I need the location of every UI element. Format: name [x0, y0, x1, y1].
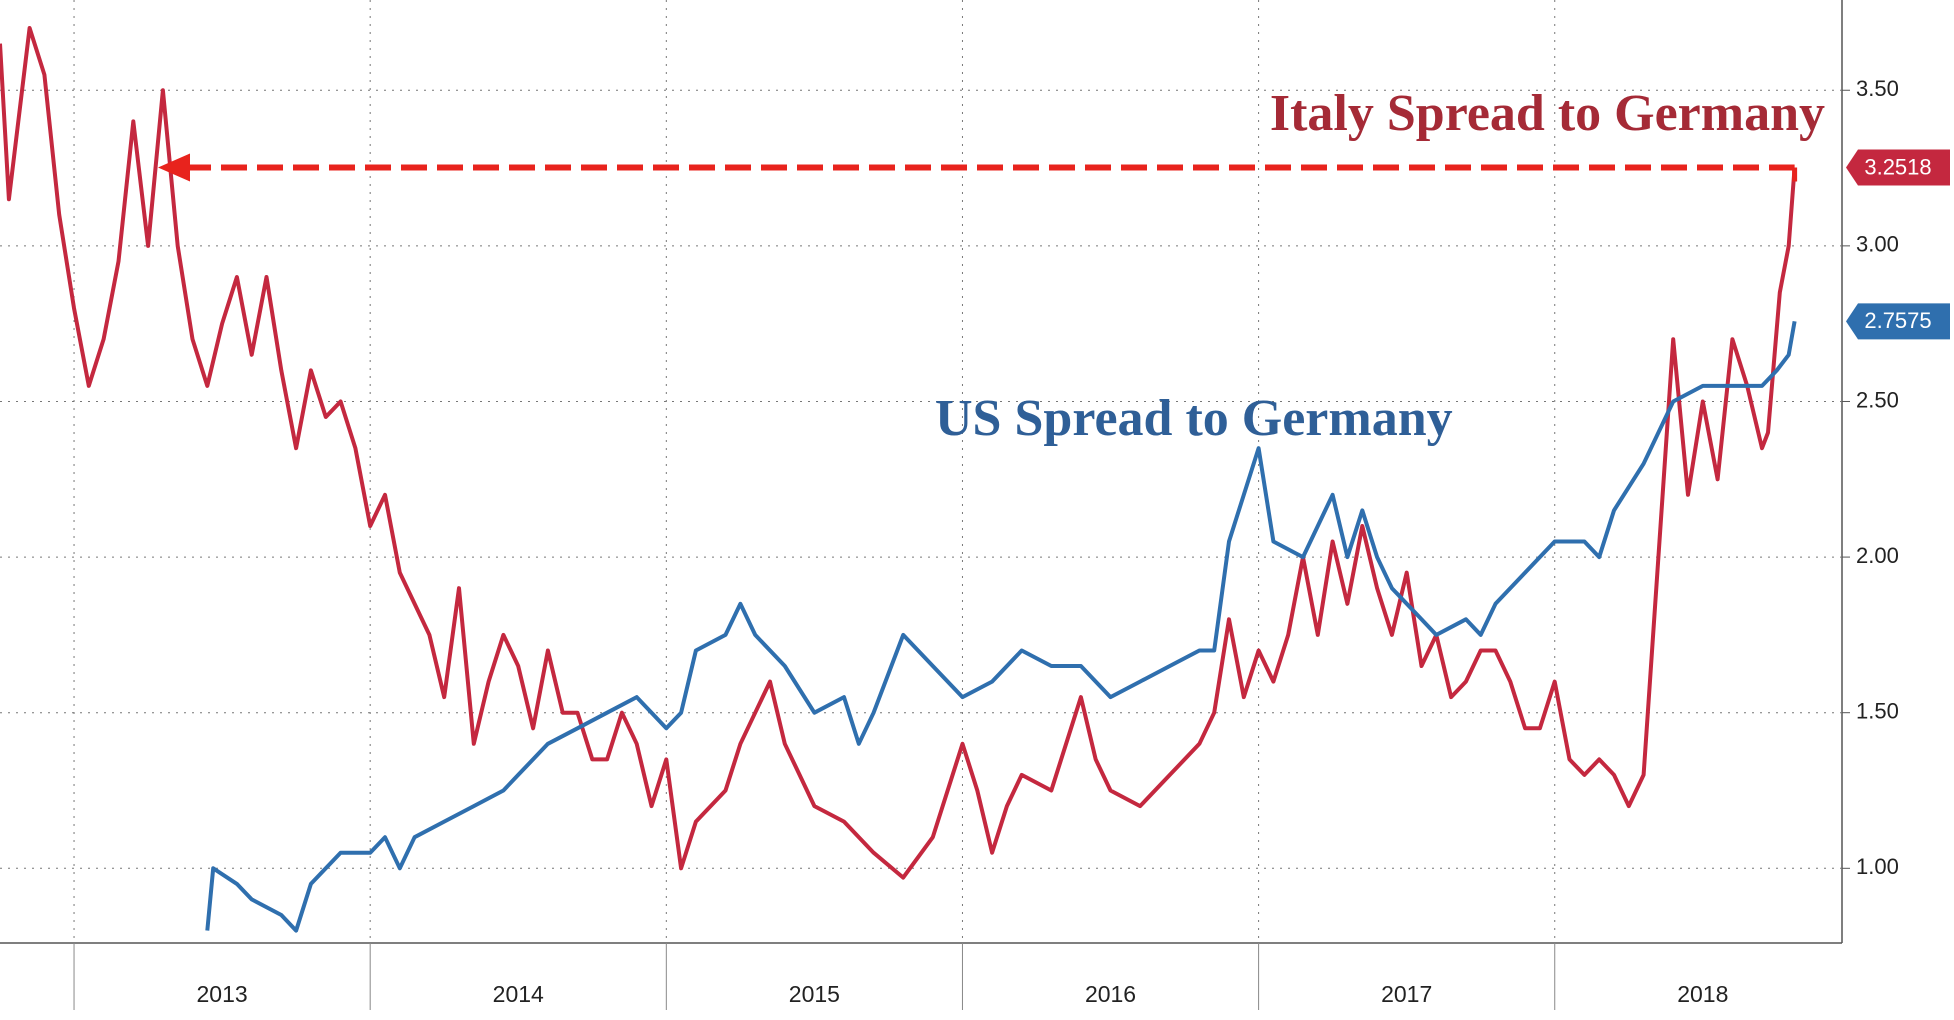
- x-tick-label: 2016: [1085, 981, 1136, 1007]
- series-line: [205, 320, 1797, 933]
- y-tick-label: 3.00: [1856, 232, 1899, 257]
- value-tag: [1846, 149, 1950, 186]
- y-tick-label: 2.50: [1856, 387, 1899, 412]
- value-tag: [1846, 303, 1950, 340]
- arrow-head: [158, 153, 190, 182]
- y-tick-label: 1.00: [1856, 854, 1899, 879]
- y-tick-label: 1.50: [1856, 699, 1899, 724]
- x-tick-label: 2017: [1381, 981, 1432, 1007]
- x-tick-label: 2013: [197, 981, 248, 1007]
- x-tick-label: 2018: [1677, 981, 1728, 1007]
- series-annotation: Italy Spread to Germany: [1270, 85, 1825, 142]
- y-tick-label: 2.00: [1856, 543, 1899, 568]
- value-tag-label: 2.7575: [1864, 308, 1931, 333]
- series-line: [0, 26, 1797, 880]
- y-tick-label: 3.50: [1856, 76, 1899, 101]
- series-annotation: US Spread to Germany: [935, 390, 1453, 447]
- x-tick-label: 2015: [789, 981, 840, 1007]
- value-tag-label: 3.2518: [1864, 154, 1931, 179]
- x-tick-label: 2014: [493, 981, 544, 1007]
